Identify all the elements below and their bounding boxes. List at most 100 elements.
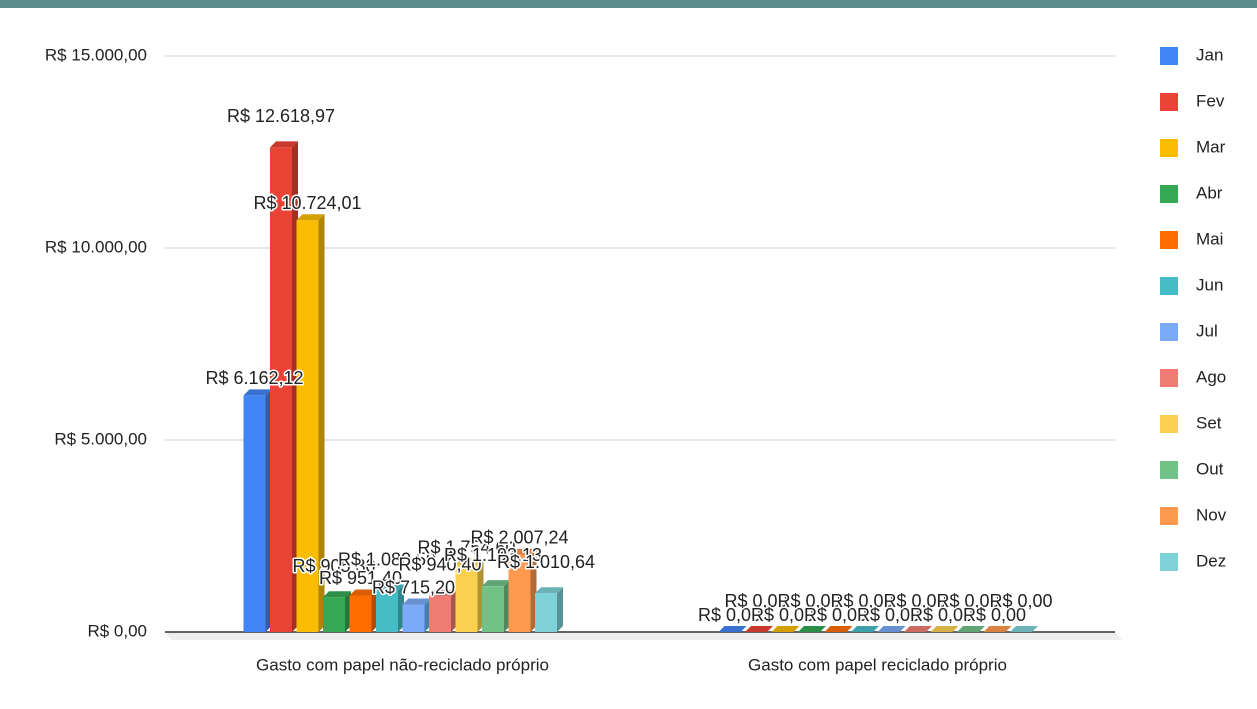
bar (983, 626, 1012, 632)
y-tick-label: R$ 0,00 (87, 621, 147, 640)
data-label: R$ 0,00 (857, 605, 920, 625)
bar (718, 626, 747, 632)
bar (535, 587, 563, 632)
bar-top (957, 626, 985, 632)
data-label: R$ 951,40 (319, 568, 402, 588)
data-label: R$ 0,00 (883, 591, 946, 611)
bar (957, 626, 985, 632)
bar (877, 626, 906, 632)
bar-top (930, 626, 959, 632)
bar (376, 584, 404, 632)
data-label: R$ 0,00 (910, 605, 973, 625)
legend-swatch (1160, 139, 1178, 157)
bar-top (904, 626, 932, 632)
bar (508, 548, 537, 632)
legend-label: Abr (1196, 183, 1223, 202)
legend-swatch (1160, 507, 1178, 525)
bar-top (482, 580, 510, 587)
bar-top (824, 626, 853, 632)
y-tick-label: R$ 15.000,00 (45, 45, 147, 64)
bar (798, 626, 826, 632)
data-label: R$ 0,00 (989, 591, 1052, 611)
bar-front (243, 395, 266, 632)
bar (930, 626, 959, 632)
bar-front (349, 595, 372, 632)
data-label: R$ 0,00 (804, 605, 867, 625)
bar-top (270, 141, 298, 148)
legend-label: Out (1196, 459, 1224, 478)
bar (323, 591, 351, 632)
bar-top (296, 214, 325, 221)
bar (1010, 626, 1038, 632)
data-label: R$ 715,20 (372, 577, 455, 597)
legend-label: Nov (1196, 505, 1227, 524)
bar (904, 626, 932, 632)
data-label: R$ 0,00 (777, 591, 840, 611)
bar (296, 214, 325, 633)
bar (824, 626, 853, 632)
legend-swatch (1160, 231, 1178, 249)
legend-label: Set (1196, 413, 1222, 432)
y-tick-label: R$ 10.000,00 (45, 237, 147, 256)
legend-label: Ago (1196, 367, 1226, 386)
bar-top (323, 591, 351, 598)
bar-front (535, 593, 557, 632)
y-tick-label: R$ 5.000,00 (54, 429, 147, 448)
data-label: R$ 0,00 (698, 605, 761, 625)
data-label: R$ 12.618,97 (227, 106, 335, 126)
bar-front (376, 590, 398, 632)
bar-front (429, 595, 451, 632)
bar-front (296, 220, 319, 633)
bar (771, 626, 800, 632)
bar-top (243, 389, 272, 396)
bar (455, 558, 484, 632)
bar (745, 626, 773, 632)
bar-top (429, 589, 457, 596)
legend-swatch (1160, 415, 1178, 433)
floor (165, 632, 1122, 640)
data-label: R$ 0,00 (830, 591, 893, 611)
legend-label: Fev (1196, 91, 1225, 110)
data-label: R$ 940,40 (398, 555, 481, 575)
bar-front (508, 554, 531, 632)
bar-front (323, 597, 345, 632)
bar-front (455, 564, 478, 632)
data-label: R$ 1.080,50 (338, 549, 436, 569)
legend-swatch (1160, 277, 1178, 295)
bar-top (771, 626, 800, 632)
data-label: R$ 6.162,12 (205, 368, 303, 388)
legend-label: Jul (1196, 321, 1218, 340)
bar-front (270, 147, 292, 632)
bar-top (877, 626, 906, 632)
data-label: R$ 0,00 (936, 591, 999, 611)
bar-top (455, 558, 484, 565)
bar-side (318, 214, 325, 633)
bar-top (983, 626, 1012, 632)
bar-top (1010, 626, 1038, 632)
data-label: R$ 1.754,60 (417, 537, 515, 557)
bar (482, 580, 510, 632)
bar-front (482, 586, 504, 632)
bar (402, 598, 431, 632)
bar-top (376, 584, 404, 591)
data-label: R$ 1.193,13 (444, 545, 542, 565)
legend-swatch (1160, 185, 1178, 203)
legend-label: Jun (1196, 275, 1223, 294)
x-tick-label: Gasto com papel não-reciclado próprio (256, 655, 549, 674)
data-label: R$ 0,00 (724, 591, 787, 611)
bar-top (535, 587, 563, 594)
bar-top (851, 626, 879, 632)
data-label: R$ 10.724,01 (253, 193, 361, 213)
bar (851, 626, 879, 632)
legend-label: Jan (1196, 45, 1223, 64)
bar-top (508, 548, 537, 555)
bar-front (402, 604, 425, 632)
bar-top (745, 626, 773, 632)
data-label: R$ 2.007,24 (470, 528, 568, 548)
legend-swatch (1160, 47, 1178, 65)
data-label: R$ 0,00 (963, 605, 1026, 625)
data-label: R$ 905,30 (292, 556, 375, 576)
top-bar (0, 0, 1257, 8)
bar-side (557, 587, 563, 632)
